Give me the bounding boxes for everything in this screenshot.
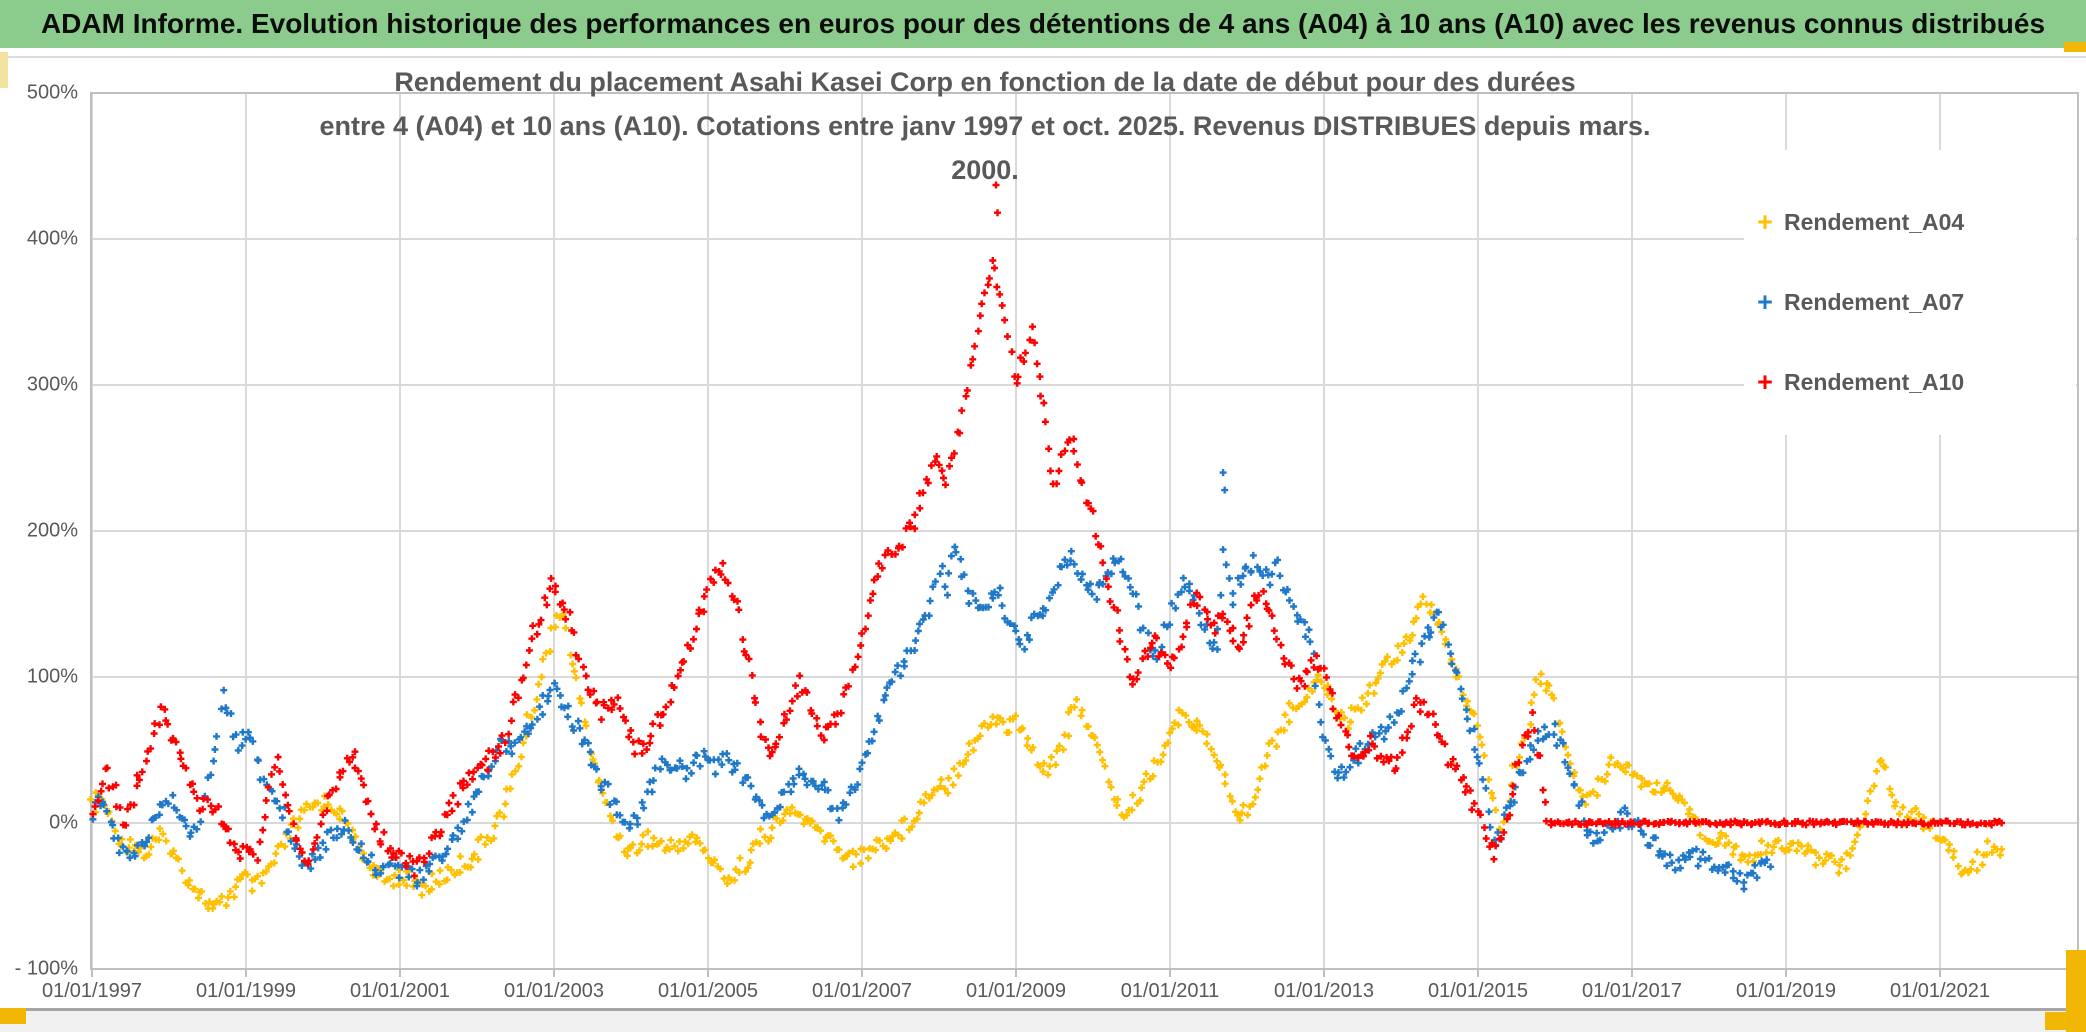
x-tick-label: 01/01/2001 [349, 980, 451, 1002]
banner: ADAM Informe. Evolution historique des p… [0, 0, 2086, 48]
y-tick-label: 0% [49, 811, 78, 834]
left-edge-accent [0, 52, 8, 88]
chart-title: Rendement du placement Asahi Kasei Corp … [285, 60, 1685, 192]
plus-marker-icon: + [1757, 366, 1773, 397]
legend-item-a04[interactable]: + Rendement_A04 [1752, 200, 2072, 244]
x-tick-label: 01/01/2009 [965, 980, 1067, 1002]
series-Rendement_A07[interactable] [89, 469, 1775, 893]
bottom-gap [0, 1000, 2086, 1008]
chart-title-line2: entre 4 (A04) et 10 ans (A10). Cotations… [319, 111, 1651, 185]
bottom-scroll-area[interactable] [0, 1011, 2086, 1032]
x-tick-label: 01/01/2019 [1735, 980, 1837, 1002]
x-tick-label: 01/01/2011 [1120, 980, 1220, 1002]
banner-divider [0, 56, 2086, 58]
bottom-left-accent [0, 1008, 26, 1024]
x-tick-label: 01/01/2005 [657, 980, 759, 1002]
x-tick-label: 01/01/1999 [195, 980, 297, 1002]
x-tick-label: 01/01/2013 [1273, 980, 1375, 1002]
plot-border [90, 92, 2079, 970]
series-Rendement_A10[interactable] [89, 181, 2006, 880]
y-tick-label: - 100% [14, 957, 78, 980]
chart-title-line1: Rendement du placement Asahi Kasei Corp … [394, 67, 1576, 97]
series-Rendement_A04[interactable] [87, 593, 2006, 913]
legend-item-a07[interactable]: + Rendement_A07 [1752, 280, 2072, 324]
y-tick-label: 100% [26, 665, 78, 688]
y-tick-label: 500% [26, 81, 78, 104]
x-tick-label: 01/01/1997 [41, 980, 143, 1002]
legend[interactable] [1744, 150, 2076, 435]
bottom-right-accent [2045, 1012, 2086, 1030]
banner-title: ADAM Informe. Evolution historique des p… [40, 8, 2046, 39]
y-tick-label: 200% [26, 519, 78, 542]
right-edge-accent [2066, 950, 2086, 1032]
y-tick-label: 400% [26, 227, 78, 250]
top-right-accent [2064, 42, 2086, 52]
y-tick-label: 300% [26, 373, 78, 396]
plus-marker-icon: + [1757, 206, 1773, 237]
x-tick-label: 01/01/2017 [1581, 980, 1683, 1002]
x-tick-label: 01/01/2021 [1889, 980, 1991, 1002]
x-tick-label: 01/01/2007 [811, 980, 913, 1002]
legend-label: Rendement_A04 [1784, 208, 1965, 235]
x-tick-label: 01/01/2015 [1427, 980, 1529, 1002]
legend-label: Rendement_A10 [1784, 368, 1965, 395]
bottom-rule [0, 1008, 2086, 1011]
x-tick-label: 01/01/2003 [503, 980, 605, 1002]
plus-marker-icon: + [1757, 286, 1773, 317]
legend-item-a10[interactable]: + Rendement_A10 [1752, 360, 2072, 404]
legend-label: Rendement_A07 [1784, 288, 1965, 315]
